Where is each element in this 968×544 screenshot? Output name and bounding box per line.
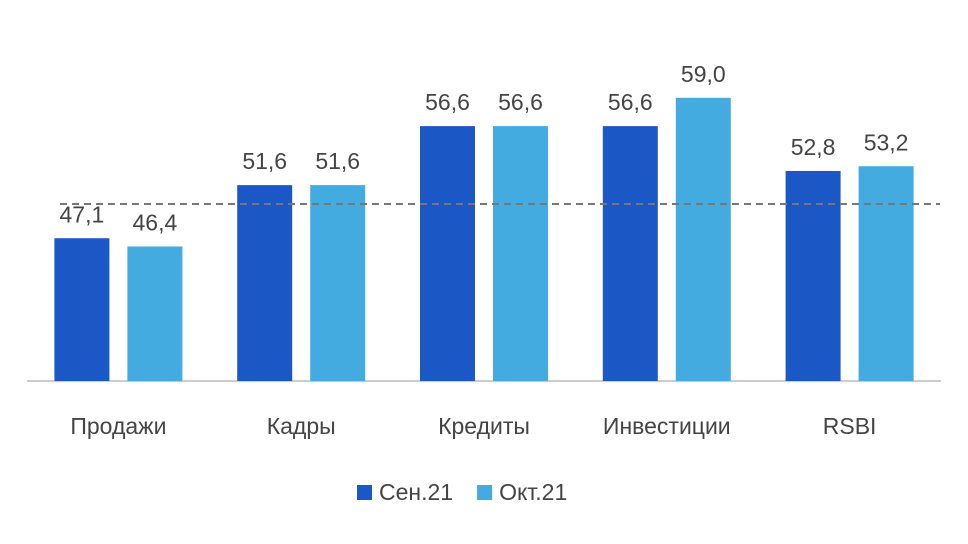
bar bbox=[237, 185, 293, 381]
x-tick-label: Продажи bbox=[70, 413, 166, 439]
data-label: 52,8 bbox=[791, 134, 836, 160]
data-label: 53,2 bbox=[864, 129, 909, 155]
data-label: 46,4 bbox=[133, 210, 178, 236]
bar bbox=[493, 126, 548, 382]
legend-swatch bbox=[357, 485, 372, 500]
legend-label: Сен.21 bbox=[379, 479, 453, 505]
legend-swatch bbox=[477, 485, 493, 500]
x-tick-label: Кадры bbox=[267, 413, 336, 439]
x-tick-label: Кредиты bbox=[438, 413, 530, 439]
bar bbox=[602, 126, 658, 382]
data-label: 56,6 bbox=[425, 89, 470, 115]
legend-label: Окт.21 bbox=[499, 479, 567, 505]
bar bbox=[54, 238, 110, 381]
bar bbox=[675, 97, 731, 382]
data-label: 56,6 bbox=[498, 89, 543, 115]
bar bbox=[420, 126, 475, 382]
x-tick-label: Инвестиции bbox=[603, 413, 731, 439]
x-tick-label: RSBI bbox=[823, 413, 877, 439]
bar bbox=[785, 170, 841, 381]
data-label: 51,6 bbox=[242, 148, 287, 174]
data-label: 47,1 bbox=[60, 201, 105, 227]
data-label: 59,0 bbox=[681, 61, 726, 87]
bar bbox=[858, 166, 914, 381]
data-label: 51,6 bbox=[315, 148, 360, 174]
bar bbox=[310, 185, 366, 381]
bar bbox=[127, 246, 183, 381]
data-label: 56,6 bbox=[608, 89, 653, 115]
